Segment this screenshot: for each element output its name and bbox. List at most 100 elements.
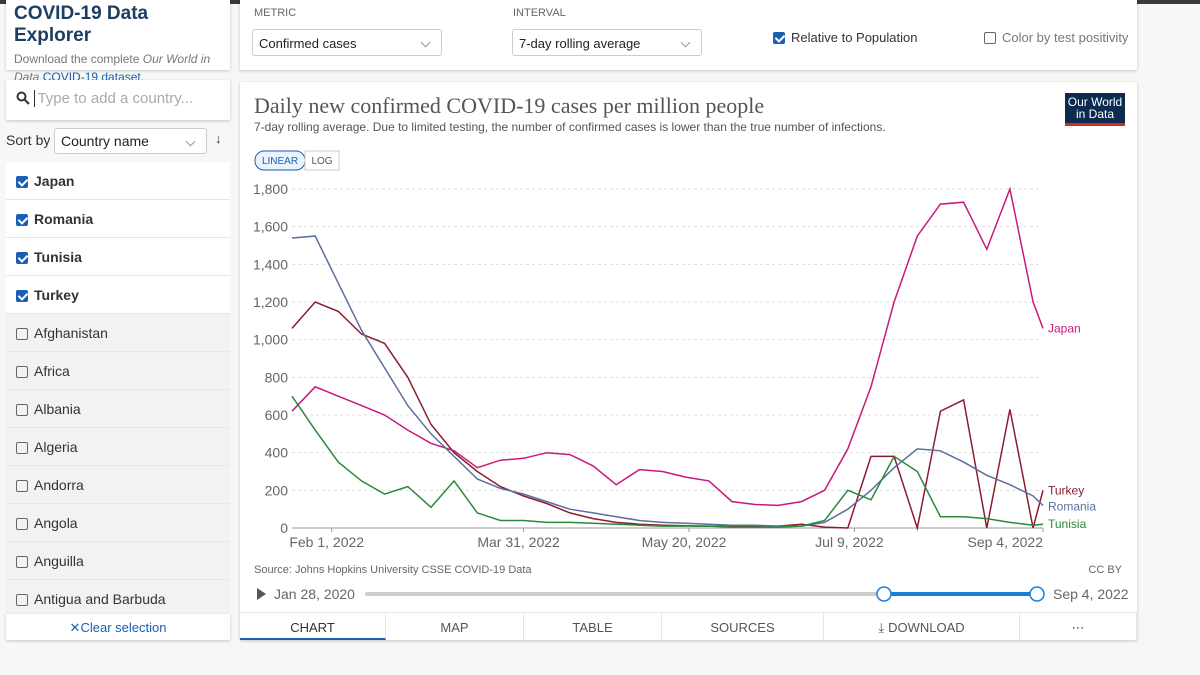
y-tick-label: 0 xyxy=(280,520,288,536)
tab-label: SOURCES xyxy=(710,620,775,635)
download-icon: ⤓ xyxy=(878,620,885,635)
checkbox[interactable] xyxy=(16,252,28,264)
sort-order-icon[interactable]: ↓​ xyxy=(215,131,222,146)
timeline-handle[interactable] xyxy=(876,586,892,602)
y-tick-label: 200 xyxy=(265,482,289,498)
checkbox[interactable] xyxy=(773,32,785,44)
country-name: Turkey xyxy=(34,287,79,303)
interval-value: 7-day rolling average xyxy=(519,36,641,51)
country-name: Antigua and Barbuda xyxy=(34,591,166,607)
series-line xyxy=(291,395,1044,528)
checkbox[interactable] xyxy=(16,366,28,378)
y-tick-label: 1,600 xyxy=(253,219,288,235)
y-tick-label: 400 xyxy=(265,445,289,461)
logo-text: in Data xyxy=(1076,107,1114,121)
y-tick-label: 1,200 xyxy=(253,294,288,310)
share-tab[interactable]: ⋯ xyxy=(1020,612,1137,640)
country-row[interactable]: Japan xyxy=(6,162,230,200)
clear-selection-label: Clear selection xyxy=(80,620,167,635)
timeline-track xyxy=(365,592,1037,596)
country-name: Romania xyxy=(34,211,94,227)
checkbox[interactable] xyxy=(16,290,28,302)
chart-title: Daily new confirmed COVID-19 cases per m… xyxy=(254,93,764,118)
country-row[interactable]: Afghanistan xyxy=(6,314,230,352)
metric-label: METRIC xyxy=(254,7,297,19)
checkbox[interactable] xyxy=(16,480,28,492)
y-tick-label: 1,400 xyxy=(253,256,288,272)
tab[interactable]: MAP xyxy=(386,612,524,640)
play-button[interactable] xyxy=(257,588,266,600)
country-name: Anguilla xyxy=(34,553,84,569)
chart-subtitle: 7-day rolling average. Due to limited te… xyxy=(254,120,886,134)
country-row[interactable]: Tunisia xyxy=(6,238,230,276)
controls: METRIC Confirmed cases INTERVAL 7-day ro… xyxy=(240,0,1137,70)
sort-row: Sort by Country name ↓​ xyxy=(6,128,230,154)
country-row[interactable]: Antigua and Barbuda xyxy=(6,580,230,618)
checkbox[interactable] xyxy=(16,518,28,530)
interval-select[interactable]: 7-day rolling average xyxy=(512,29,702,56)
timeline-handle[interactable] xyxy=(1029,586,1045,602)
y-tick-label: 600 xyxy=(265,407,289,423)
country-name: Albania xyxy=(34,401,81,417)
x-tick-label: Mar 31, 2022 xyxy=(477,534,560,550)
country-row[interactable]: Anguilla xyxy=(6,542,230,580)
y-tick-label: 800 xyxy=(265,369,289,385)
country-name: Afghanistan xyxy=(34,325,108,341)
checkbox[interactable] xyxy=(16,176,28,188)
country-name: Japan xyxy=(34,173,75,189)
series-label: Tunisia xyxy=(1048,517,1087,531)
positivity-label: Color by test positivity xyxy=(1002,30,1129,45)
scale-button[interactable] xyxy=(304,150,340,171)
logo-stripe xyxy=(1065,123,1125,126)
checkbox[interactable] xyxy=(16,404,28,416)
sort-value: Country name xyxy=(61,133,149,149)
relative-toggle[interactable]: Relative to Population xyxy=(773,30,917,45)
country-name: Africa xyxy=(34,363,70,379)
x-tick-label: Jul 9, 2022 xyxy=(815,534,884,550)
metric-select[interactable]: Confirmed cases xyxy=(252,29,442,56)
sort-label: Sort by xyxy=(6,132,51,148)
positivity-toggle[interactable]: Color by test positivity xyxy=(984,30,1128,45)
country-name: Andorra xyxy=(34,477,84,493)
sort-select[interactable]: Country name xyxy=(54,128,207,154)
chart-panel xyxy=(240,82,1137,640)
search-icon xyxy=(16,91,30,105)
logo xyxy=(1065,93,1125,125)
tab[interactable]: ⤓ DOWNLOAD xyxy=(824,612,1020,640)
tab[interactable]: CHART xyxy=(240,612,386,640)
tab[interactable]: SOURCES xyxy=(662,612,824,640)
country-row[interactable]: Turkey xyxy=(6,276,230,314)
x-tick-label: Feb 1, 2022 xyxy=(289,534,364,550)
timeline-start: Jan 28, 2020 xyxy=(274,586,355,602)
checkbox[interactable] xyxy=(16,328,28,340)
country-row[interactable]: Andorra xyxy=(6,466,230,504)
x-tick-label: Sep 4, 2022 xyxy=(967,534,1043,550)
country-row[interactable]: Africa xyxy=(6,352,230,390)
tab[interactable]: TABLE xyxy=(524,612,662,640)
checkbox[interactable] xyxy=(16,214,28,226)
country-name: Algeria xyxy=(34,439,78,455)
scale-button-label: LOG xyxy=(311,156,332,167)
series-line xyxy=(291,186,1044,507)
country-row[interactable]: Angola xyxy=(6,504,230,542)
checkbox[interactable] xyxy=(16,442,28,454)
clear-selection[interactable]: ✕Clear selection xyxy=(6,614,230,640)
timeline-end: Sep 4, 2022 xyxy=(1053,586,1129,602)
checkbox[interactable] xyxy=(984,32,996,44)
series-label: Japan xyxy=(1048,321,1081,335)
search-box[interactable]: Type to add a country... xyxy=(6,80,230,120)
explorer-title: COVID-19 Data Explorer xyxy=(14,3,149,46)
checkbox[interactable] xyxy=(16,594,28,606)
country-row[interactable]: Albania xyxy=(6,390,230,428)
scale-button-label: LINEAR xyxy=(262,156,298,167)
y-tick-label: 1,800 xyxy=(253,181,288,197)
timeline-range xyxy=(884,592,1037,596)
metric-value: Confirmed cases xyxy=(259,36,357,51)
country-row[interactable]: Romania xyxy=(6,200,230,238)
checkbox[interactable] xyxy=(16,556,28,568)
country-name: Angola xyxy=(34,515,78,531)
country-row[interactable]: Algeria xyxy=(6,428,230,466)
x-tick-label: May 20, 2022 xyxy=(642,534,727,550)
